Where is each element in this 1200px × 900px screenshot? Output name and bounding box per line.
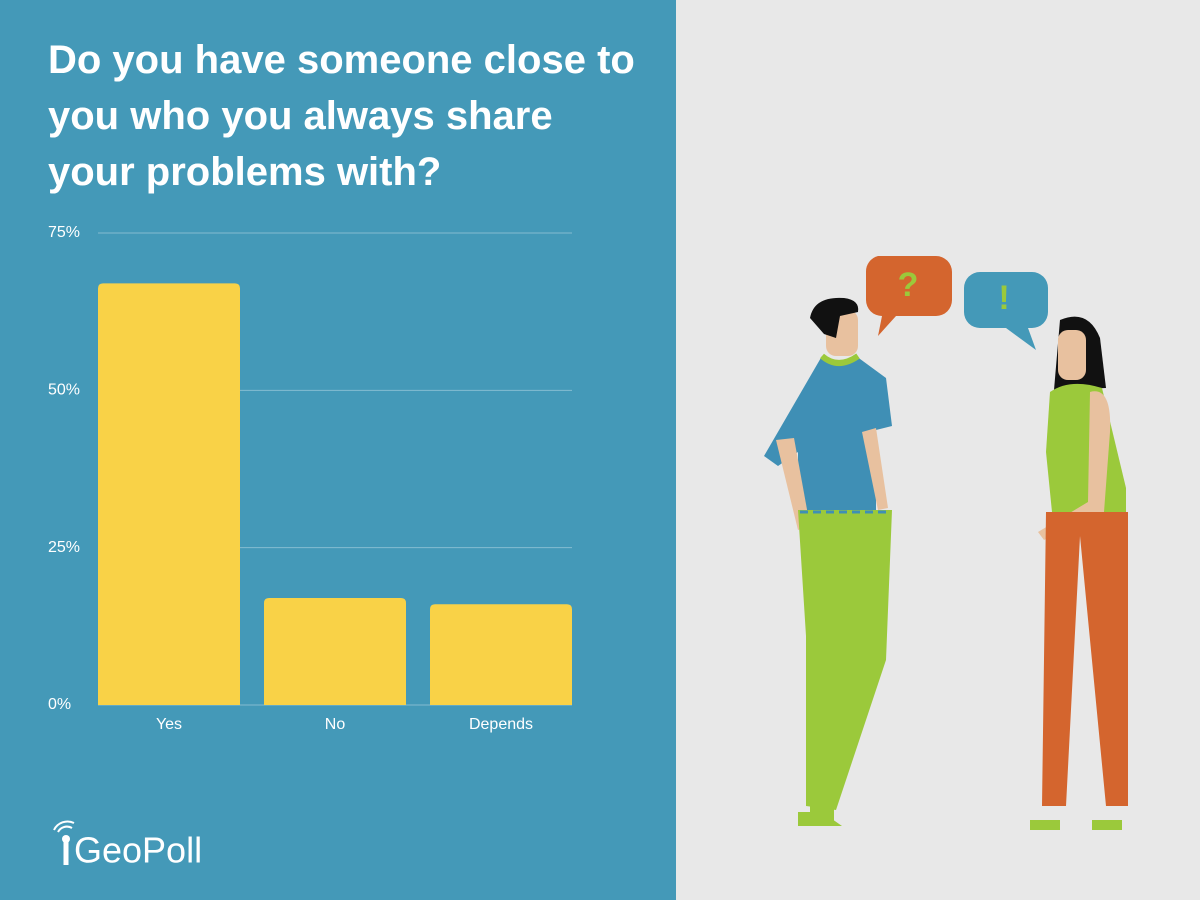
speech-bubble	[865, 256, 952, 336]
logo-text: GeoPoll	[74, 830, 202, 871]
y-tick-label: 50%	[48, 382, 80, 399]
bubble-text: ?	[898, 266, 919, 304]
chart-title: Do you have someone close to you who you …	[48, 38, 635, 194]
logo: GeoPoll	[53, 820, 202, 871]
x-tick-label: No	[325, 716, 346, 733]
woman-figure	[1030, 316, 1128, 830]
man-figure	[764, 297, 892, 826]
bar	[98, 283, 240, 705]
illustration: ? !	[764, 256, 1128, 830]
bar	[264, 598, 406, 705]
x-tick-label: Yes	[156, 716, 182, 733]
y-tick-label: 25%	[48, 539, 80, 556]
y-tick-label: 0%	[48, 696, 71, 713]
chart: 0% 25% 50% 75% Yes No Depends	[48, 224, 572, 733]
y-tick-label: 75%	[48, 224, 80, 241]
bar	[430, 604, 572, 705]
bubble-text: !	[998, 279, 1009, 317]
x-tick-label: Depends	[469, 716, 533, 733]
speech-bubble	[964, 272, 1048, 350]
